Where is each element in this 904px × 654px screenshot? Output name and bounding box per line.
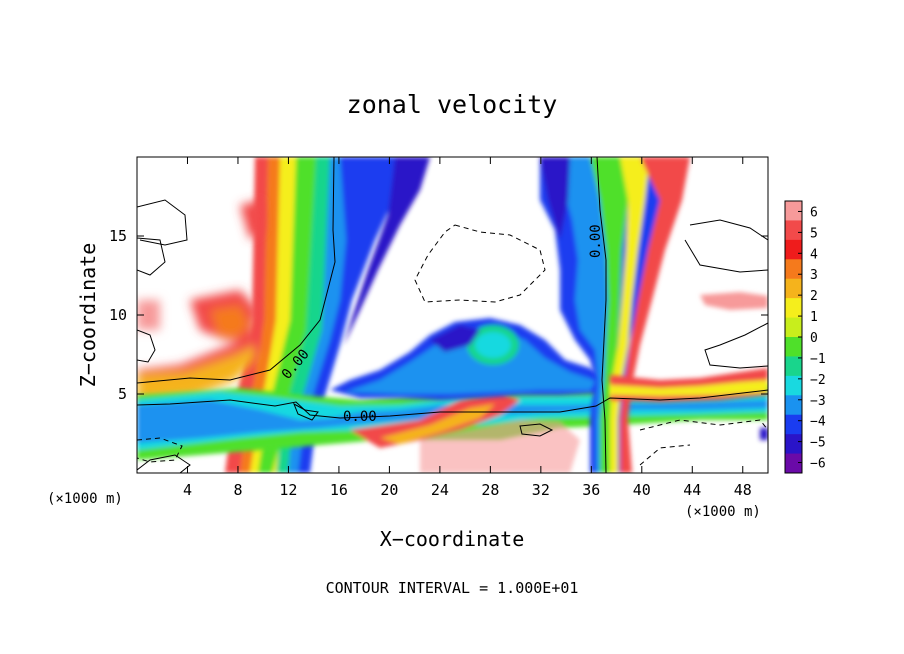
colorbar-swatch: [785, 453, 802, 474]
x-tick-label: 36: [582, 481, 600, 499]
x-tick-label: 28: [481, 481, 499, 499]
y-tick-label: 15: [109, 227, 127, 245]
x-tick-label: 16: [330, 481, 348, 499]
x-tick-label: 24: [431, 481, 449, 499]
colorbar-swatch: [785, 375, 802, 396]
contour-interval-footer: CONTOUR INTERVAL = 1.000E+01: [326, 579, 579, 597]
colorbar-tick-label: 5: [810, 226, 818, 241]
colorbar-swatch: [785, 298, 802, 319]
central-blue-loop: [330, 318, 610, 400]
x-tick-label: 4: [183, 481, 192, 499]
contour-label-right: 0.00: [588, 224, 604, 258]
x-tick-label: 12: [279, 481, 297, 499]
colorbar-tick-label: −5: [810, 436, 826, 451]
colorbar-swatch: [785, 201, 802, 221]
x-tick-label: 8: [233, 481, 242, 499]
chart-title: zonal velocity: [347, 90, 558, 119]
contour-lines: [137, 157, 768, 473]
colorbar-tick-label: 6: [810, 205, 818, 220]
colorbar-tick-label: −2: [810, 373, 826, 388]
x-tick-label: 44: [683, 481, 701, 499]
heatmap-field: 0.00 0.00 0.00: [137, 157, 768, 473]
right-band: [610, 292, 768, 440]
x-tick-label: 48: [734, 481, 752, 499]
colorbar-swatch: [785, 220, 802, 241]
colorbar-swatch: [785, 317, 802, 338]
colorbar-tick-label: 3: [810, 268, 818, 283]
contour-label-bottom: 0.00: [343, 409, 377, 425]
colorbar-tick-label: 0: [810, 331, 818, 346]
colorbar-tick-label: −3: [810, 394, 826, 409]
colorbar-tick-label: 2: [810, 289, 818, 304]
colorbar-tick-label: 1: [810, 310, 818, 325]
x-unit-right: (×1000 m): [685, 504, 761, 520]
y-tick-label: 10: [109, 306, 127, 324]
colorbar-tick-label: 4: [810, 247, 818, 262]
colorbar-swatch: [785, 239, 802, 260]
x-unit-left: (×1000 m): [47, 491, 123, 507]
colorbar-tick-label: −4: [810, 415, 826, 430]
x-axis-label: X−coordinate: [380, 527, 525, 551]
colorbar-tick-label: −6: [810, 457, 826, 472]
colorbar-swatch: [785, 337, 802, 357]
dashed-contour-lines: [137, 224, 768, 473]
x-tick-label: 32: [532, 481, 550, 499]
colorbar-tick-label: −1: [810, 352, 826, 367]
colorbar-swatch: [785, 395, 802, 416]
low-level-jet: [137, 200, 264, 402]
y-axis-label: Z−coordinate: [76, 243, 100, 388]
colorbar-swatch: [785, 434, 802, 455]
colorbar-swatch: [785, 259, 802, 280]
colorbar-swatch: [785, 414, 802, 435]
colorbar: 6 5 4 3 2 1 0 −1 −2 −3 −4 −5 −6: [784, 200, 826, 474]
colorbar-swatch: [785, 356, 802, 377]
x-tick-label: 20: [380, 481, 398, 499]
colorbar-swatch: [785, 278, 802, 299]
y-tick-label: 5: [118, 385, 127, 403]
x-tick-label: 40: [633, 481, 651, 499]
